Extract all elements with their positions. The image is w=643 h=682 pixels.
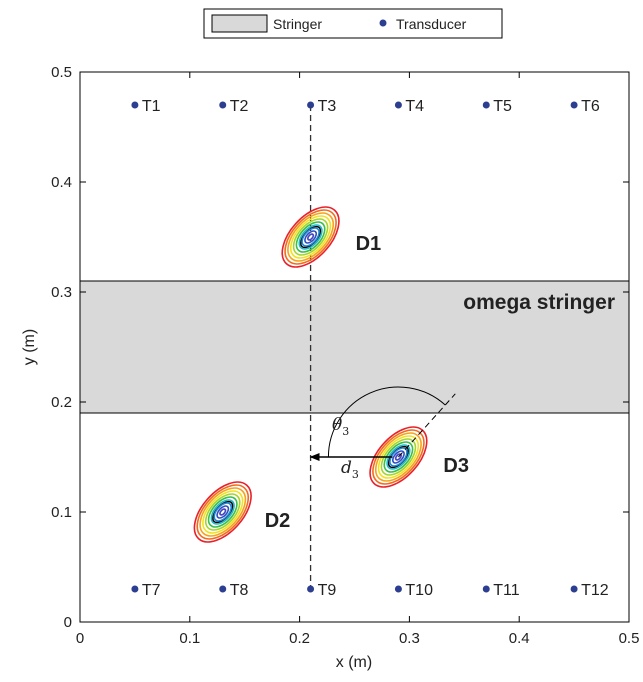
x-tick-label: 0.3 bbox=[399, 630, 420, 647]
contour-ring bbox=[284, 209, 337, 265]
transducer-marker bbox=[570, 101, 578, 109]
contour-ring bbox=[193, 481, 252, 543]
y-tick-label: 0.5 bbox=[51, 64, 72, 81]
contour-ring bbox=[213, 502, 233, 522]
transducer-label: T4 bbox=[405, 98, 424, 115]
y-axis-label: y (m) bbox=[21, 329, 38, 365]
legend-stringer-swatch bbox=[211, 14, 268, 33]
transducer-marker bbox=[219, 101, 227, 109]
annotation: θ3 d3 bbox=[309, 386, 456, 481]
contour-ring bbox=[391, 450, 405, 464]
transducer-label: T3 bbox=[318, 98, 337, 115]
transducer-label: T6 bbox=[581, 98, 600, 115]
transducers: T1 T2 T3 T4 T5 T6 T7 T8 T9 T10 T11 T12 bbox=[131, 98, 609, 599]
legend-transducer-label: Transducer bbox=[396, 16, 467, 32]
transducer-label: T12 bbox=[581, 582, 609, 599]
contour-ring bbox=[202, 490, 244, 534]
damage-labels: D1 D2 D3 bbox=[265, 233, 469, 532]
contour-ring bbox=[295, 221, 326, 253]
y-tick-label: 0.2 bbox=[51, 394, 72, 411]
transducer-label: T1 bbox=[142, 98, 161, 115]
contour-ring bbox=[196, 484, 250, 540]
transducer-label: T10 bbox=[405, 582, 433, 599]
damage-label: D2 bbox=[265, 510, 291, 532]
contour-ring bbox=[199, 487, 247, 537]
transducer-label: T2 bbox=[230, 98, 249, 115]
angle-direction-line bbox=[398, 393, 456, 458]
contour-ring bbox=[374, 432, 422, 482]
transducer-marker bbox=[131, 101, 139, 109]
transducer-label: T9 bbox=[318, 582, 337, 599]
damage-contour-3 bbox=[369, 426, 428, 488]
transducer-label: T5 bbox=[493, 98, 512, 115]
transducer-marker bbox=[570, 585, 578, 593]
contour-ring bbox=[281, 206, 340, 268]
contour-core bbox=[307, 234, 314, 240]
contour-ring bbox=[210, 499, 235, 525]
distance-label: d3 bbox=[341, 458, 359, 481]
damage-contour-1 bbox=[281, 206, 340, 268]
contour-ring bbox=[204, 493, 241, 531]
contour-ring bbox=[216, 505, 230, 519]
transducer-marker bbox=[131, 585, 139, 593]
damage-contour-2 bbox=[193, 481, 252, 543]
damage-label: D1 bbox=[356, 233, 382, 255]
contour-ring bbox=[383, 441, 414, 473]
plot-area: omega stringer θ3 d3 D1 D2 D3 T1 T2 T3 T4 T5 T6… bbox=[79, 71, 630, 623]
transducer-marker bbox=[482, 101, 490, 109]
contour-ring bbox=[207, 496, 238, 528]
contour-ring bbox=[292, 218, 329, 256]
x-axis: 0 0.1 0.2 0.3 0.4 0.5 bbox=[76, 72, 640, 647]
transducer-marker bbox=[482, 585, 490, 593]
contour-ring bbox=[301, 227, 320, 247]
x-axis-label: x (m) bbox=[336, 654, 372, 671]
contours bbox=[193, 206, 428, 543]
x-tick-label: 0 bbox=[76, 630, 84, 647]
y-tick-label: 0.1 bbox=[51, 504, 72, 521]
contour-ring bbox=[304, 230, 318, 244]
y-tick-label: 0 bbox=[64, 614, 72, 631]
transducer-marker bbox=[219, 585, 227, 593]
contour-ring bbox=[289, 215, 332, 259]
transducer-label: T11 bbox=[493, 582, 519, 599]
legend-transducer-marker bbox=[379, 19, 387, 27]
contour-ring bbox=[298, 224, 323, 250]
transducer-label: T7 bbox=[142, 582, 161, 599]
stringer-region bbox=[79, 280, 630, 414]
transducer-label: T8 bbox=[230, 582, 249, 599]
y-axis: 0 0.1 0.2 0.3 0.4 0.5 bbox=[51, 64, 629, 631]
x-tick-label: 0.4 bbox=[509, 630, 530, 647]
angle-label: θ3 bbox=[332, 415, 349, 438]
contour-core bbox=[219, 509, 226, 515]
x-tick-label: 0.1 bbox=[179, 630, 200, 647]
transducer-marker bbox=[307, 585, 315, 593]
transducer-marker bbox=[394, 585, 402, 593]
stringer-label: omega stringer bbox=[463, 291, 615, 314]
transducer-marker bbox=[307, 101, 315, 109]
legend: Stringer Transducer bbox=[203, 8, 503, 39]
plot-frame bbox=[79, 71, 630, 623]
y-tick-label: 0.4 bbox=[51, 174, 72, 191]
angle-arc bbox=[327, 386, 446, 458]
y-tick-label: 0.3 bbox=[51, 284, 72, 301]
x-tick-label: 0.2 bbox=[289, 630, 310, 647]
x-tick-label: 0.5 bbox=[619, 630, 640, 647]
contour-ring bbox=[287, 212, 335, 262]
transducer-marker bbox=[394, 101, 402, 109]
legend-stringer-label: Stringer bbox=[273, 16, 322, 32]
damage-label: D3 bbox=[443, 455, 469, 477]
